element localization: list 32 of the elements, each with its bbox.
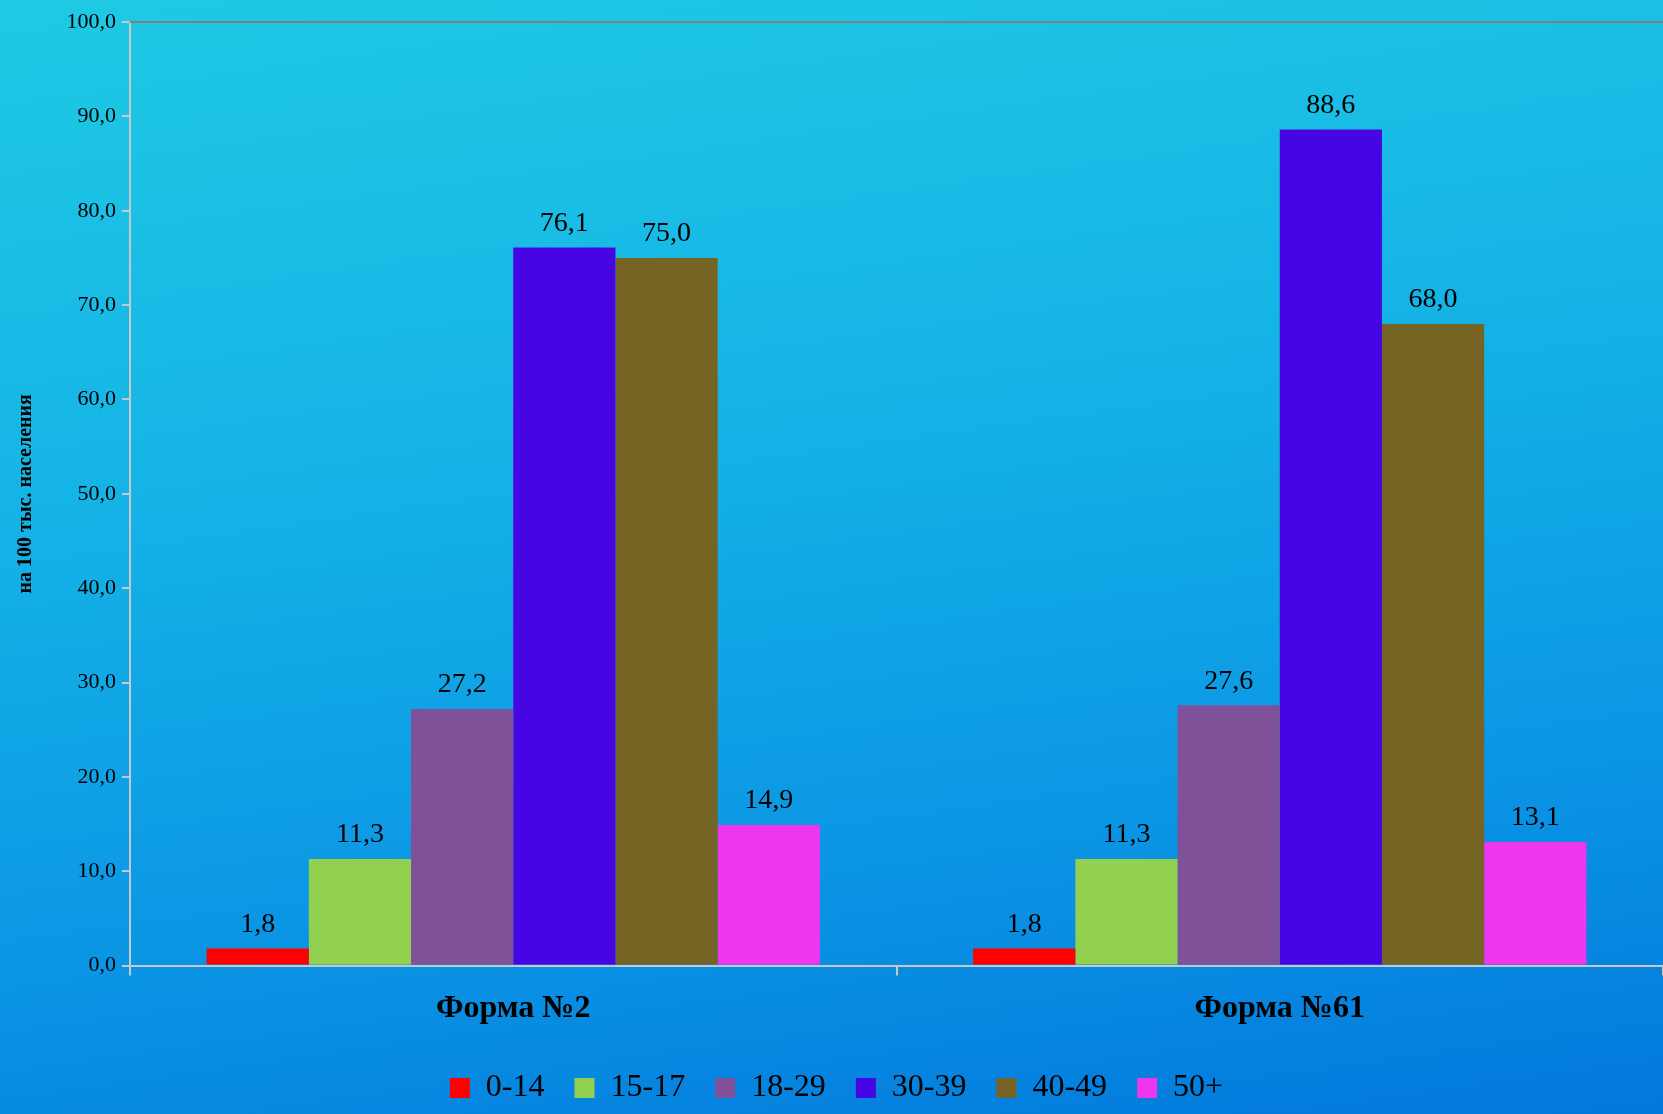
legend-label: 15-17: [610, 1067, 686, 1104]
data-label: 14,9: [744, 783, 794, 815]
y-tick-label: 80,0: [77, 196, 116, 222]
data-label: 11,3: [335, 817, 384, 849]
legend-label: 0-14: [485, 1067, 545, 1104]
data-label: 1,8: [240, 906, 276, 938]
y-tick-label: 0,0: [88, 951, 116, 977]
y-tick-label: 70,0: [77, 290, 116, 316]
x-tick-label: Форма №2: [435, 988, 591, 1025]
data-label: 11,3: [1102, 817, 1151, 849]
y-tick-label: 60,0: [77, 385, 116, 411]
y-tick-label: 40,0: [77, 573, 116, 599]
data-label: 27,2: [437, 667, 487, 699]
legend-label: 30-39: [891, 1067, 967, 1104]
y-tick-label: 50,0: [77, 479, 116, 505]
data-label: 13,1: [1510, 800, 1560, 832]
y-tick-label: 20,0: [77, 762, 116, 788]
data-label: 76,1: [539, 205, 589, 237]
y-axis-title: на 100 тыс. населения: [13, 393, 36, 594]
legend-label: 50+: [1173, 1067, 1224, 1104]
y-tick-label: 100,0: [66, 7, 116, 33]
legend-label: 18-29: [751, 1067, 826, 1104]
data-label: 75,0: [642, 216, 692, 248]
y-tick-label: 90,0: [77, 102, 116, 128]
legend-label: 40-49: [1032, 1067, 1108, 1104]
x-tick-label: Форма №61: [1194, 988, 1366, 1025]
y-tick-label: 30,0: [77, 668, 116, 694]
y-tick-label: 10,0: [77, 857, 116, 883]
data-label: 1,8: [1006, 906, 1042, 938]
data-label: 68,0: [1408, 282, 1458, 314]
data-label: 27,6: [1204, 663, 1254, 695]
data-label: 88,6: [1306, 87, 1356, 119]
